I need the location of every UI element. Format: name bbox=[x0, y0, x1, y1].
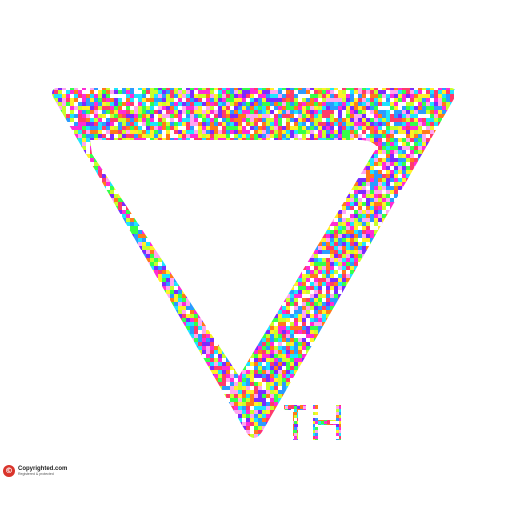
copyright-watermark: © Copyrighted.com Registered & protected bbox=[3, 464, 67, 478]
copyright-icon: © bbox=[3, 465, 15, 477]
watermark-title: Copyrighted.com bbox=[18, 465, 68, 472]
confetti-fill bbox=[52, 88, 456, 438]
watermark-subtitle: Registered & protected bbox=[18, 471, 54, 476]
th-letters bbox=[284, 405, 341, 440]
watermark-text: Copyrighted.com Registered & protected bbox=[18, 466, 67, 477]
